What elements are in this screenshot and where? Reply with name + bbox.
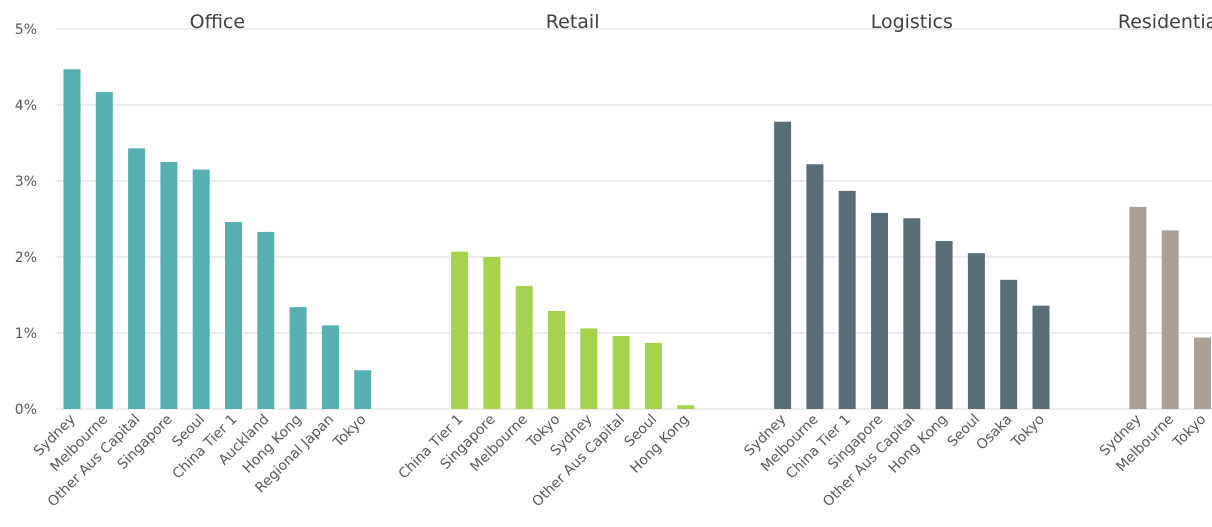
x-tick-label: Tokyo	[330, 412, 370, 452]
bar	[257, 231, 275, 409]
bar	[1194, 337, 1211, 409]
group-title: Retail	[546, 11, 600, 33]
bar	[321, 325, 339, 409]
group-title: Logistics	[871, 11, 953, 33]
y-tick-label: 3%	[15, 174, 37, 190]
bar	[515, 285, 533, 409]
y-tick-label: 5%	[15, 22, 37, 38]
bar	[644, 342, 662, 409]
bar	[95, 92, 113, 409]
bar	[289, 307, 307, 409]
x-tick-label: Tokyo	[1170, 412, 1210, 452]
bar	[1129, 206, 1147, 409]
bar	[451, 251, 469, 409]
y-tick-label: 0%	[15, 402, 37, 418]
bar	[871, 212, 888, 409]
bar	[1032, 305, 1050, 409]
bar	[935, 241, 953, 409]
y-tick-label: 4%	[15, 98, 37, 114]
x-tick-label: Osaka	[974, 412, 1016, 454]
bar	[806, 164, 824, 409]
x-tick-label: Tokyo	[1008, 412, 1048, 452]
group-title: Office	[190, 11, 245, 33]
y-tick-label: 2%	[15, 250, 37, 266]
bar	[612, 336, 630, 409]
bar	[354, 370, 372, 409]
bar	[774, 121, 792, 409]
bar	[1161, 230, 1179, 409]
bar	[225, 222, 242, 409]
bar	[160, 162, 178, 409]
bar	[677, 405, 695, 409]
bar	[63, 69, 81, 409]
group-title: Residential	[1118, 11, 1212, 33]
bar	[1000, 279, 1018, 409]
bar	[838, 190, 856, 409]
bar	[128, 148, 146, 409]
bar	[548, 310, 565, 409]
bar	[903, 218, 921, 409]
bar	[580, 328, 598, 409]
bar	[967, 253, 985, 409]
bar	[192, 169, 210, 409]
bar	[483, 257, 501, 409]
y-tick-label: 1%	[15, 326, 37, 342]
